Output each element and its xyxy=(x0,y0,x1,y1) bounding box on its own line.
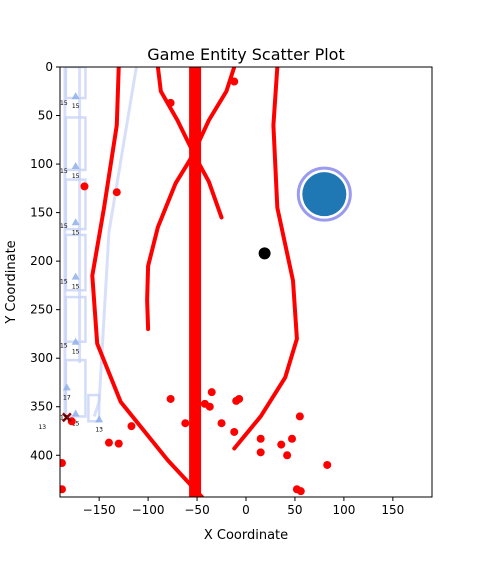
red-point xyxy=(104,438,113,447)
path-line xyxy=(92,67,138,417)
entity-label: 15 xyxy=(60,343,68,350)
triangle-label: 15 xyxy=(72,173,80,180)
triangle-marker xyxy=(71,337,80,345)
entity-label: 15 xyxy=(60,414,68,421)
red-trail-line xyxy=(90,67,204,497)
entity-label: 15 xyxy=(60,100,68,107)
plot-area: 15 15 15 15 15 15 17 13 xyxy=(60,67,352,497)
y-tick-label: 400 xyxy=(30,448,53,462)
y-tick-label: 50 xyxy=(38,109,53,123)
red-point xyxy=(112,188,121,197)
red-point xyxy=(60,485,66,494)
red-point xyxy=(256,434,265,443)
triangle-marker xyxy=(71,92,80,100)
red-point xyxy=(205,402,214,411)
zone-box xyxy=(87,393,101,423)
red-point xyxy=(256,448,265,457)
x-tick-label: −100 xyxy=(132,503,165,517)
zone-box xyxy=(64,295,87,343)
red-point xyxy=(230,427,239,436)
y-axis-label: Y Coordinate xyxy=(4,240,19,324)
y-tick-label: 150 xyxy=(30,206,53,220)
entity-label: 15 xyxy=(60,168,68,175)
x-tick-label: 50 xyxy=(287,503,302,517)
zone-box xyxy=(64,116,87,172)
red-point xyxy=(235,394,244,403)
red-point xyxy=(283,451,292,460)
red-trail-line xyxy=(155,67,224,220)
triangle-label: 15 xyxy=(72,284,80,291)
red-point xyxy=(295,412,304,421)
red-point xyxy=(181,419,190,428)
triangle-label: 17 xyxy=(63,394,71,401)
x-tick-label: 150 xyxy=(381,503,404,517)
red-point xyxy=(80,182,89,191)
zone-box xyxy=(64,233,87,292)
y-tick-label: 350 xyxy=(30,400,53,414)
red-trail-line xyxy=(232,67,299,451)
entity-label: 15 xyxy=(60,223,68,230)
red-point xyxy=(166,98,175,107)
red-point xyxy=(230,77,239,86)
blue-entity xyxy=(302,172,347,217)
entity-label: 15 xyxy=(60,278,68,285)
red-point xyxy=(217,419,226,428)
triangle-label: 13 xyxy=(95,426,103,433)
triangle-label: 15 xyxy=(72,103,80,110)
triangle-marker xyxy=(71,162,80,170)
x-tick-label: 100 xyxy=(332,503,355,517)
red-point xyxy=(60,459,66,468)
x-axis-label: X Coordinate xyxy=(204,528,288,543)
triangle-label: 15 xyxy=(72,229,80,236)
triangle-marker xyxy=(71,272,80,280)
x-marker xyxy=(61,412,72,423)
red-point xyxy=(207,388,216,397)
y-tick-label: 250 xyxy=(30,303,53,317)
y-tick-label: 0 xyxy=(45,60,53,74)
entity-label: 13 xyxy=(38,424,46,431)
y-tick-label: 200 xyxy=(30,254,53,268)
red-trail-line xyxy=(145,67,237,332)
red-point xyxy=(296,487,305,496)
blue-entity-ring xyxy=(296,166,352,222)
red-point xyxy=(288,434,297,443)
chart-title: Game Entity Scatter Plot xyxy=(147,45,344,64)
y-tick-label: 100 xyxy=(30,157,53,171)
black-point xyxy=(258,247,271,260)
x-tick-label: 0 xyxy=(242,503,250,517)
triangle-label: 15 xyxy=(72,421,80,428)
triangle-marker xyxy=(71,409,80,417)
x-tick-label: −50 xyxy=(184,503,209,517)
triangle-marker xyxy=(71,218,80,226)
red-point xyxy=(323,460,332,469)
red-point xyxy=(277,440,286,449)
x-tick-label: −150 xyxy=(83,503,116,517)
zone-box xyxy=(64,178,87,231)
red-point xyxy=(166,394,175,403)
y-tick-label: 300 xyxy=(30,351,53,365)
triangle-marker xyxy=(62,383,71,391)
red-point xyxy=(127,422,136,431)
red-point xyxy=(114,439,123,448)
triangle-marker xyxy=(95,415,104,423)
triangle-label: 15 xyxy=(72,349,80,356)
